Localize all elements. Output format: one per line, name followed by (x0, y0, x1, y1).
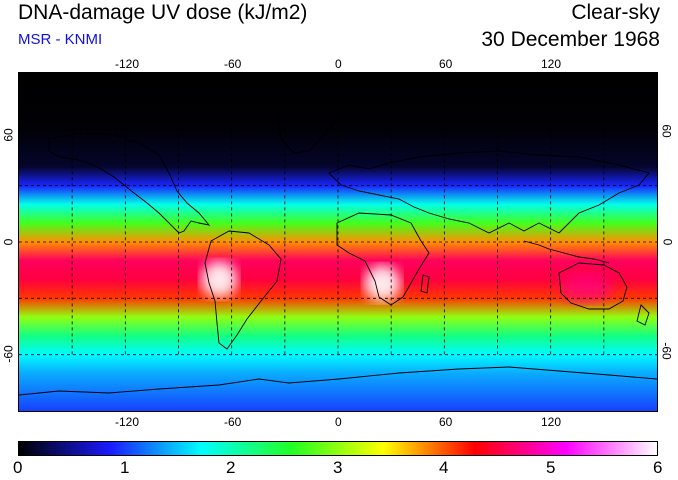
colorbar-label-3: 3 (333, 458, 343, 477)
lon-tick-bottom-m60: -60 (224, 415, 242, 429)
coast-indonesia (523, 240, 610, 264)
graticule (19, 128, 657, 356)
map-source: MSR - KNMI (18, 31, 103, 48)
map-canvas (19, 73, 657, 411)
coast-eurasia (328, 150, 650, 234)
colorbar-gradient (19, 442, 657, 455)
lat-tick-right-m60: -60 (659, 342, 674, 360)
colorbar-label-1: 1 (120, 458, 130, 477)
lon-tick-bottom-60: 60 (439, 415, 453, 429)
coast-antarctica (19, 366, 657, 396)
lat-tick-right-60: 60 (659, 124, 674, 138)
lat-tick-left-m60: -60 (1, 345, 16, 363)
coast-australia (558, 262, 628, 310)
lon-tick-bottom-m120: -120 (115, 415, 140, 429)
lon-tick-bottom-120: 120 (541, 415, 562, 429)
lon-tick-bottom-0: 0 (335, 415, 342, 429)
lat-tick-left-0: 0 (1, 238, 16, 246)
uv-dose-map (18, 72, 658, 412)
coast-madagascar (420, 274, 430, 294)
lon-tick-top-60: 60 (439, 57, 453, 71)
colorbar-label-0: 0 (13, 458, 23, 477)
colorbar-label-4: 4 (439, 458, 449, 477)
uv-hotspot (201, 261, 238, 298)
lon-tick-top-120: 120 (541, 57, 562, 71)
map-date: 30 December 1968 (481, 28, 660, 51)
lon-tick-top-0: 0 (335, 57, 342, 71)
colorbar (18, 441, 658, 456)
lat-tick-right-0: 0 (660, 238, 675, 246)
colorbar-label-5: 5 (546, 458, 556, 477)
uv-hotspot (560, 274, 613, 303)
map-title: DNA-damage UV dose (kJ/m2) (18, 1, 308, 24)
lon-tick-top-m120: -120 (115, 57, 140, 71)
coast-south-america (204, 230, 282, 350)
colorbar-label-2: 2 (226, 458, 236, 477)
coast-new-zealand (636, 304, 650, 326)
colorbar-label-6: 6 (653, 458, 663, 477)
lon-tick-top-m60: -60 (224, 57, 242, 71)
sky-condition: Clear-sky (571, 1, 660, 24)
coastlines (19, 106, 657, 396)
coast-north-america (48, 132, 211, 234)
lat-tick-left-60: 60 (1, 128, 16, 142)
coast-greenland (276, 106, 340, 154)
coast-africa (336, 212, 430, 306)
